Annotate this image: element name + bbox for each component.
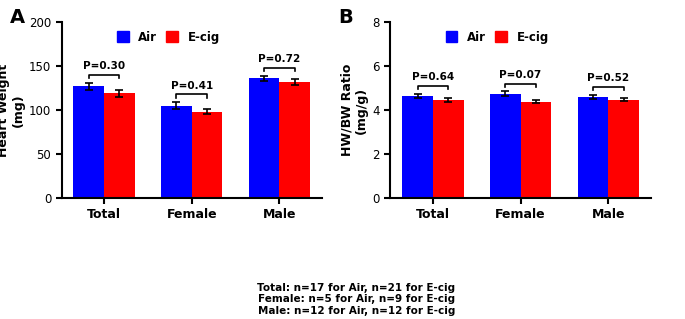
Bar — [433, 100, 464, 198]
Legend: Air, E-cig: Air, E-cig — [443, 28, 551, 46]
Text: Total: n=17 for Air, n=21 for E-cig
Female: n=5 for Air, n=9 for E-cig
Male: n=1: Total: n=17 for Air, n=21 for E-cig Fema… — [257, 283, 456, 316]
Text: P=0.30: P=0.30 — [83, 62, 125, 71]
Bar — [608, 100, 639, 198]
Bar — [490, 93, 521, 198]
Text: B: B — [338, 8, 353, 27]
Y-axis label: Heart Weight
(mg): Heart Weight (mg) — [0, 63, 25, 157]
Text: P=0.41: P=0.41 — [171, 81, 213, 91]
Bar — [521, 102, 551, 198]
Y-axis label: HW/BW Ratio
(mg/g): HW/BW Ratio (mg/g) — [340, 64, 369, 156]
Bar — [577, 97, 608, 198]
Text: P=0.72: P=0.72 — [258, 55, 301, 64]
Text: A: A — [10, 8, 25, 27]
Text: P=0.52: P=0.52 — [587, 73, 630, 83]
Bar — [249, 78, 279, 198]
Text: P=0.07: P=0.07 — [499, 70, 542, 80]
Text: P=0.64: P=0.64 — [412, 72, 454, 82]
Bar — [192, 112, 223, 198]
Bar — [279, 82, 310, 198]
Bar — [161, 106, 192, 198]
Bar — [104, 93, 135, 198]
Bar — [73, 86, 104, 198]
Bar — [402, 96, 433, 198]
Legend: Air, E-cig: Air, E-cig — [114, 28, 223, 46]
